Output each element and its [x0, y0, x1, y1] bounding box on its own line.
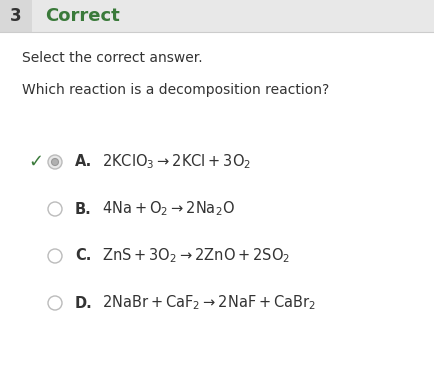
Text: $\mathregular{4Na + O_2 \rightarrow 2Na_2O}$: $\mathregular{4Na + O_2 \rightarrow 2Na_…: [102, 200, 234, 218]
Text: ✓: ✓: [28, 153, 43, 171]
Circle shape: [48, 296, 62, 310]
Text: Correct: Correct: [45, 7, 119, 25]
Text: B.: B.: [75, 202, 92, 216]
Circle shape: [51, 159, 58, 166]
Text: Select the correct answer.: Select the correct answer.: [22, 51, 202, 65]
Bar: [0, 0, 434, 32]
Circle shape: [48, 202, 62, 216]
Text: $\mathregular{2KClO_3 \rightarrow 2KCl + 3O_2}$: $\mathregular{2KClO_3 \rightarrow 2KCl +…: [102, 152, 251, 171]
Text: C.: C.: [75, 248, 91, 264]
Text: A.: A.: [75, 154, 92, 170]
Text: D.: D.: [75, 296, 92, 310]
Text: $\mathregular{ZnS + 3O_2 \rightarrow 2ZnO + 2SO_2}$: $\mathregular{ZnS + 3O_2 \rightarrow 2Zn…: [102, 247, 289, 265]
Circle shape: [48, 155, 62, 169]
Bar: [0, 0, 32, 32]
Text: $\mathregular{2NaBr + CaF_2 \rightarrow 2NaF + CaBr_2}$: $\mathregular{2NaBr + CaF_2 \rightarrow …: [102, 294, 316, 312]
Text: Which reaction is a decomposition reaction?: Which reaction is a decomposition reacti…: [22, 83, 329, 97]
Circle shape: [48, 249, 62, 263]
Text: 3: 3: [10, 7, 22, 25]
